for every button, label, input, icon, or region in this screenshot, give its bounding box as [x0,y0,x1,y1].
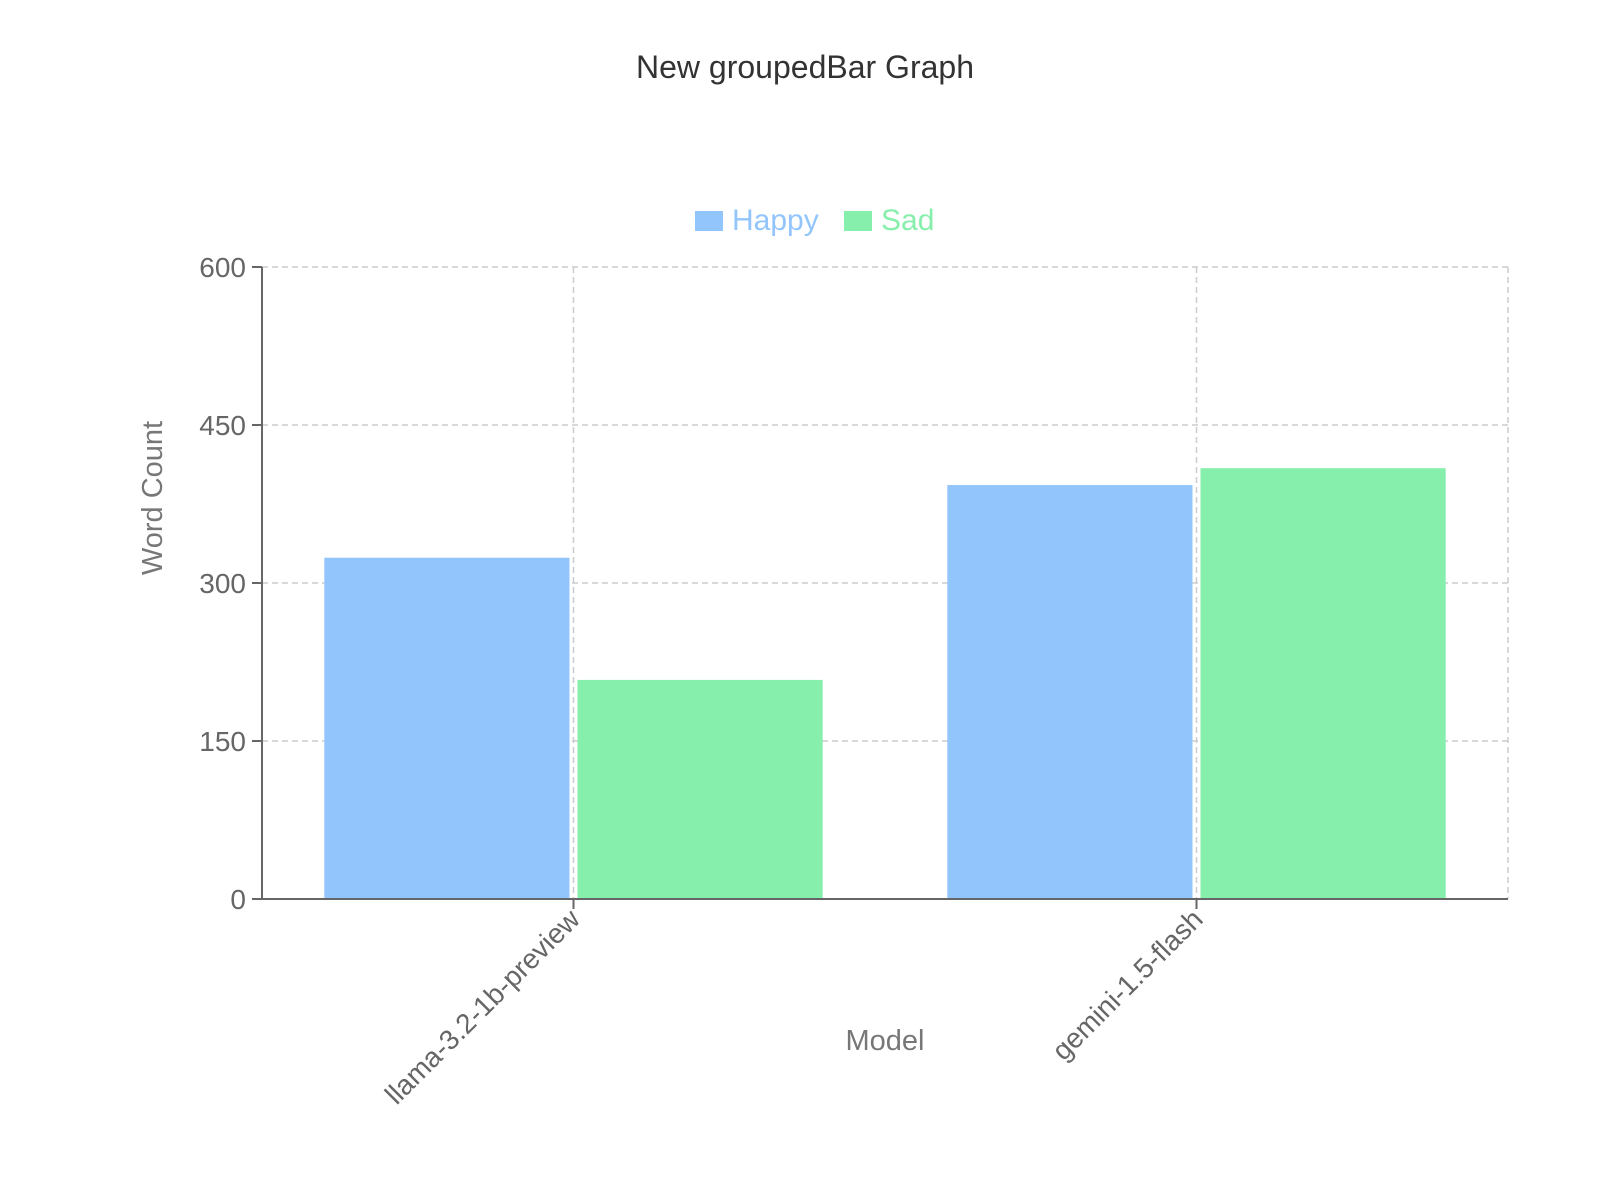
x-tick-label: llama-3.2-1b-preview [379,903,586,1110]
bar-sad-0 [577,679,823,899]
bar-happy-1 [947,485,1193,899]
legend-swatch-sad [844,211,872,231]
chart-title: New groupedBar Graph [636,49,974,85]
y-tick-label: 450 [199,410,246,441]
grid [262,266,1509,899]
x-axis-ticks: llama-3.2-1b-preview gemini-1.5-flash [379,899,1209,1110]
y-tick-label: 600 [199,252,246,283]
y-tick-label: 150 [199,726,246,757]
bar-happy-0 [324,557,570,899]
y-tick-label: 300 [199,568,246,599]
legend-label-happy: Happy [732,204,819,237]
y-axis-label: Word Count [137,421,169,575]
legend-swatch-happy [695,211,723,231]
bar-sad-1 [1200,468,1446,899]
y-axis-ticks: 0 150 300 450 600 [199,252,262,915]
legend-label-sad: Sad [881,204,934,237]
x-tick-label: gemini-1.5-flash [1046,903,1209,1066]
x-axis-label: Model [846,1025,925,1057]
y-tick-label: 0 [230,884,246,915]
legend: Happy Sad [695,204,934,237]
bars [324,468,1446,899]
